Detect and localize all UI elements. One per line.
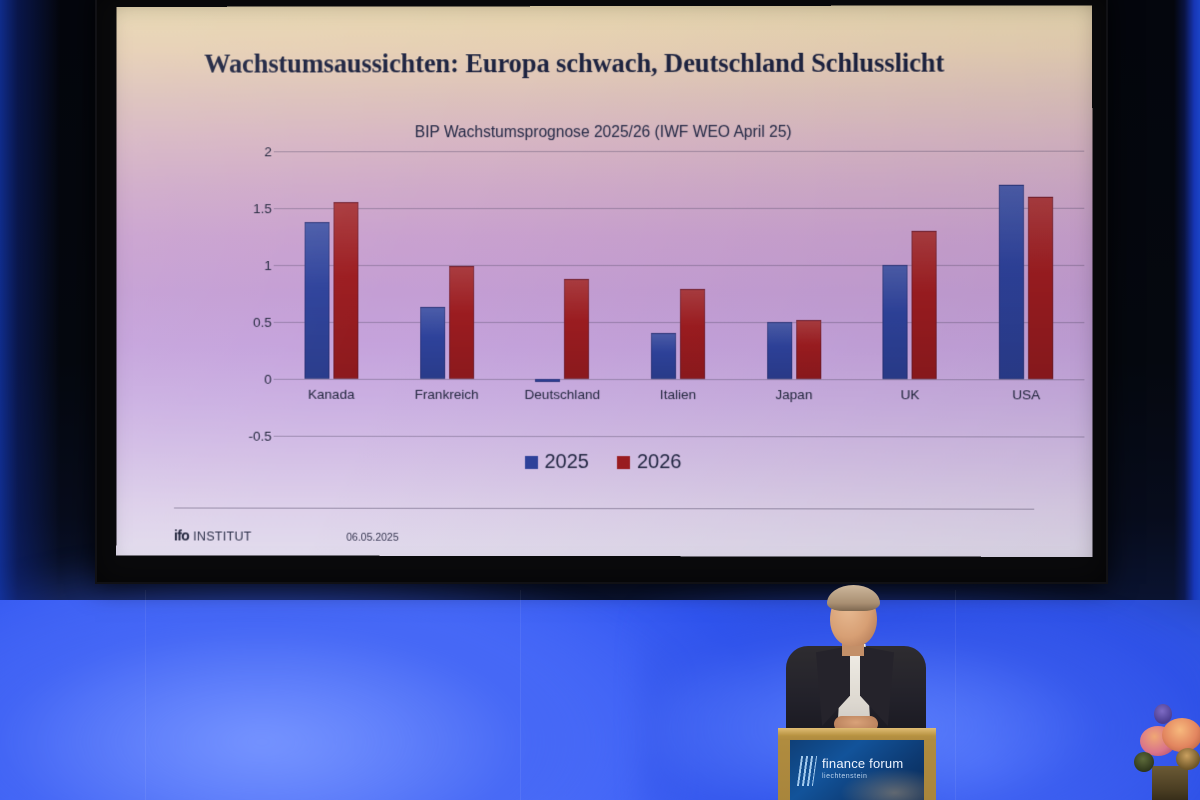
slide-date: 06.05.2025 bbox=[346, 531, 399, 544]
legend-label-2026: 2026 bbox=[637, 451, 682, 474]
lectern: finance forum liechtenstein bbox=[778, 728, 936, 800]
bar-japan-2026 bbox=[795, 319, 821, 380]
speaker-hair bbox=[827, 585, 880, 611]
backdrop-seam bbox=[955, 590, 956, 800]
presentation-slide: Wachstumsaussichten: Europa schwach, Deu… bbox=[116, 5, 1093, 557]
bar-kanada-2026 bbox=[333, 202, 359, 379]
slide-footer: ifo INSTITUT 06.05.2025 bbox=[174, 527, 1034, 544]
bar-frankreich-2025 bbox=[419, 307, 445, 379]
bar-usa-2026 bbox=[1028, 196, 1054, 380]
lectern-brand-text: finance forum liechtenstein bbox=[822, 757, 903, 780]
flower-bloom bbox=[1162, 718, 1200, 752]
finance-bars-icon bbox=[796, 756, 818, 786]
lectern-top-edge bbox=[778, 728, 936, 736]
bar-deutschland-2026 bbox=[564, 278, 590, 379]
lectern-brand-title: finance forum bbox=[822, 756, 904, 771]
ifo-logo-mark: ifo bbox=[173, 527, 190, 544]
legend-label-2025: 2025 bbox=[544, 450, 589, 474]
bar-usa-2025 bbox=[998, 184, 1025, 380]
legend-swatch-2025 bbox=[524, 455, 538, 469]
lectern-brand-panel: finance forum liechtenstein bbox=[790, 740, 924, 800]
footer-divider bbox=[173, 507, 1035, 510]
lectern-brand-subtitle: liechtenstein bbox=[822, 773, 868, 780]
y-axis-tick-label: 1 bbox=[264, 257, 272, 273]
legend-item-2026: 2026 bbox=[616, 451, 682, 474]
flower-vase bbox=[1152, 766, 1188, 800]
y-axis-tick-label: 2 bbox=[264, 143, 272, 159]
x-axis-label-uk: UK bbox=[900, 387, 920, 403]
backdrop-blue-edge-right bbox=[1174, 0, 1200, 600]
ifo-institut-logo: ifo INSTITUT bbox=[174, 527, 252, 543]
stage-light-left bbox=[0, 560, 680, 800]
bar-frankreich-2026 bbox=[448, 266, 474, 379]
flower-foliage bbox=[1134, 752, 1154, 772]
flower-foliage bbox=[1176, 748, 1200, 770]
flower-bloom bbox=[1154, 704, 1172, 724]
bar-chart: 2 1.5 1 0.5 0 -0.5 Kanada Frankreich Deutschlan… bbox=[244, 144, 1093, 443]
bar-japan-2025 bbox=[766, 322, 792, 380]
y-axis-tick-label: 1.5 bbox=[253, 200, 272, 216]
bar-italien-2025 bbox=[651, 333, 677, 380]
bar-deutschland-2025 bbox=[535, 378, 561, 383]
flower-arrangement bbox=[1132, 700, 1200, 800]
y-axis-tick-label: 0.5 bbox=[252, 314, 272, 330]
legend-swatch-2026 bbox=[616, 456, 630, 470]
x-axis-label-usa: USA bbox=[1012, 387, 1041, 403]
legend-item-2025: 2025 bbox=[524, 450, 589, 474]
bar-kanada-2025 bbox=[304, 221, 330, 379]
slide-title: Wachstumsaussichten: Europa schwach, Deu… bbox=[204, 47, 945, 79]
x-axis-label-frankreich: Frankreich bbox=[414, 386, 479, 402]
speaker-person bbox=[772, 585, 952, 754]
bar-italien-2026 bbox=[680, 288, 706, 380]
y-axis-tick-label: 0 bbox=[264, 371, 272, 387]
projection-screen-frame: Wachstumsaussichten: Europa schwach, Deu… bbox=[95, 0, 1108, 584]
bar-uk-2025 bbox=[882, 264, 908, 380]
backdrop-blue-edge-left bbox=[0, 0, 60, 600]
ifo-logo-word: INSTITUT bbox=[193, 529, 252, 544]
chart-legend: 2025 2026 bbox=[116, 451, 1092, 475]
x-axis-label-japan: Japan bbox=[775, 387, 813, 403]
x-axis-label-deutschland: Deutschland bbox=[524, 386, 601, 403]
backdrop-seam bbox=[520, 590, 521, 800]
y-axis-tick-label: -0.5 bbox=[248, 428, 272, 444]
chart-title: BIP Wachstumsprognose 2025/26 (IWF WEO A… bbox=[414, 123, 792, 142]
bar-uk-2026 bbox=[911, 230, 938, 380]
x-axis-label-kanada: Kanada bbox=[307, 386, 355, 402]
backdrop-seam bbox=[145, 590, 146, 800]
chart-plot-area: Kanada Frankreich Deutschland Italien Japan U… bbox=[274, 151, 1085, 437]
x-axis-label-italien: Italien bbox=[659, 387, 697, 403]
